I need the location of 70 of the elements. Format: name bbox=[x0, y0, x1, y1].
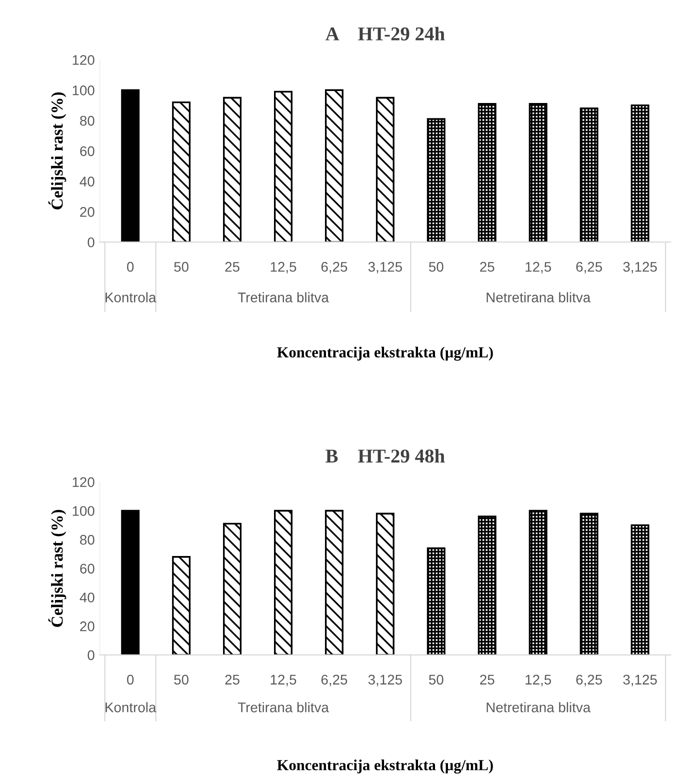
x-tick-label: 25 bbox=[225, 262, 240, 272]
x-tick-label: 12,5 bbox=[270, 674, 296, 686]
bar bbox=[630, 524, 650, 655]
chart-title: B HT-29 48h bbox=[326, 448, 445, 463]
bar bbox=[376, 512, 394, 655]
x-tick-label: 3,125 bbox=[368, 674, 402, 686]
bar bbox=[426, 547, 446, 655]
y-tick-label: 120 bbox=[72, 477, 94, 488]
y-tick-label: 20 bbox=[80, 621, 94, 632]
x-tick-label: 12,5 bbox=[526, 674, 552, 686]
text: Netretirana blitva bbox=[486, 702, 591, 712]
text: Netretirana blitva bbox=[486, 292, 591, 302]
x-tick-label: 12,5 bbox=[270, 262, 296, 274]
y-tick-label: 60 bbox=[80, 564, 94, 574]
bar bbox=[172, 101, 191, 242]
x-tick-label: 12,5 bbox=[526, 262, 552, 274]
bar bbox=[580, 512, 598, 655]
x-tick-label: 25 bbox=[480, 262, 494, 272]
x-tick-label: 50 bbox=[174, 674, 188, 685]
bar bbox=[376, 96, 394, 242]
y-tick-label: 0 bbox=[88, 650, 94, 660]
x-tick-label: 0 bbox=[127, 262, 134, 272]
x-tick-label: 3,125 bbox=[623, 674, 657, 686]
x-tick-label: 25 bbox=[225, 674, 240, 685]
bar bbox=[478, 516, 496, 655]
y-tick-label: 80 bbox=[80, 534, 94, 545]
text: Kontrola bbox=[106, 702, 156, 712]
x-tick-label: 0 bbox=[127, 674, 134, 685]
text: Kontrola bbox=[106, 292, 156, 302]
bar bbox=[223, 522, 242, 655]
x-tick-label: 6,25 bbox=[321, 262, 348, 274]
y-tick-label: 40 bbox=[80, 176, 94, 186]
x-tick-label: 50 bbox=[174, 262, 188, 272]
bar bbox=[630, 104, 650, 242]
y-tick-label: 100 bbox=[72, 85, 94, 96]
y-tick-label: 40 bbox=[80, 592, 94, 602]
y-tick-label: 0 bbox=[88, 237, 94, 248]
y-tick-label: 20 bbox=[80, 207, 94, 217]
y-tick-label: 100 bbox=[72, 506, 94, 516]
y-axis-title: Ćelijski rast (%) bbox=[48, 92, 66, 210]
y-tick-label: 80 bbox=[80, 116, 94, 126]
x-axis-title: Koncentracija ekstrakta (µg/mL) bbox=[277, 346, 493, 361]
bar bbox=[121, 510, 140, 655]
x-tick-label: 6,25 bbox=[576, 262, 602, 274]
x-axis-title: Koncentracija ekstrakta (µg/mL) bbox=[277, 760, 493, 774]
x-tick-label: 50 bbox=[428, 674, 444, 685]
text: Tretirana blitva bbox=[238, 292, 329, 302]
bar bbox=[274, 510, 292, 655]
x-tick-label: 3,125 bbox=[623, 262, 657, 274]
chart-title: A HT-29 24h bbox=[325, 26, 445, 40]
text: Tretirana blitva bbox=[238, 702, 329, 712]
bar bbox=[324, 89, 344, 242]
bar bbox=[580, 108, 598, 242]
bar bbox=[223, 96, 242, 242]
x-tick-label: 6,25 bbox=[576, 674, 602, 686]
x-tick-label: 3,125 bbox=[368, 262, 402, 274]
bar bbox=[478, 102, 496, 242]
bar bbox=[528, 510, 548, 655]
y-tick-label: 60 bbox=[80, 146, 94, 156]
bar bbox=[324, 510, 344, 655]
y-axis-title: Ćelijski rast (%) bbox=[48, 510, 66, 627]
x-tick-label: 50 bbox=[428, 262, 444, 272]
bar bbox=[172, 556, 191, 655]
x-tick-label: 6,25 bbox=[321, 674, 348, 686]
x-tick-label: 25 bbox=[480, 674, 494, 685]
bar bbox=[426, 118, 446, 242]
bar bbox=[274, 90, 292, 242]
bar bbox=[528, 102, 548, 242]
y-tick-label: 120 bbox=[72, 55, 94, 65]
bar bbox=[121, 89, 140, 242]
